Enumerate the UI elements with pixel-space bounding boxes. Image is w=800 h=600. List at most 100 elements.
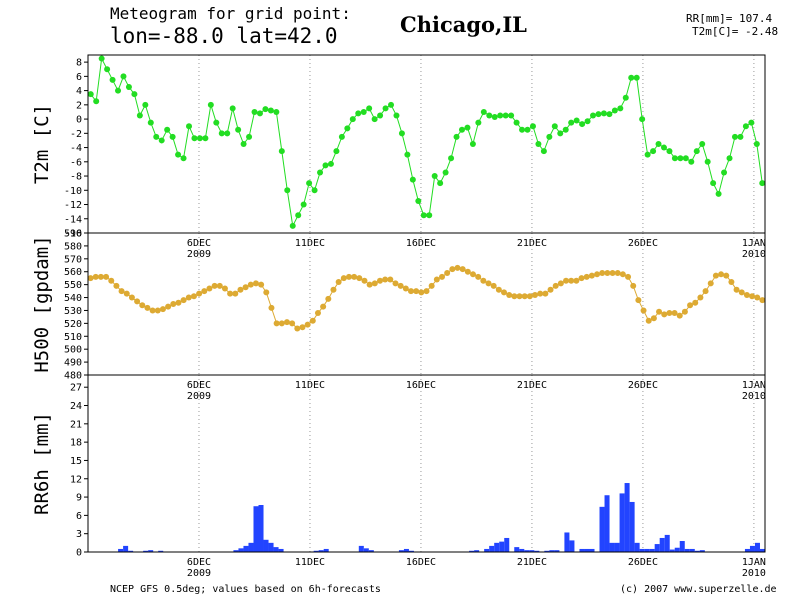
t2m-point [742,123,749,130]
t2m-point [256,110,263,117]
h500-y-tick-label: 540 [64,293,82,304]
rr6h-bar [599,506,605,552]
rr6h-bar [263,539,269,552]
h500-y-tick-label: 520 [64,319,82,330]
h500-point [547,286,554,293]
t2m-point [497,112,504,119]
t2m-point [584,118,591,125]
rr6h-bar [684,548,690,552]
rr6h-bar [519,548,525,552]
t2m-point [93,98,100,105]
t2m-point [125,84,132,91]
rr6h-y-tick-label: 0 [76,548,82,559]
rr6h-y-tick-label: 9 [76,493,82,504]
t2m-point [606,111,613,118]
footer-source: NCEP GFS 0.5deg; values based on 6h-fore… [110,584,381,595]
t2m-point [753,141,760,147]
rr6h-bar [233,550,239,552]
rr6h-bar [624,483,630,552]
t2m-y-tick-label: 4 [76,86,82,97]
rr6h-bar [589,548,595,552]
t2m-point [136,112,143,119]
t2m-point [273,108,280,115]
t2m-point [311,187,318,194]
rr6h-y-tick-label: 12 [70,474,82,485]
rr6h-bar [649,548,655,552]
rr6h-bar [699,550,705,552]
h500-point [283,319,290,326]
h500-point [252,280,259,287]
h500-point [459,266,466,273]
t2m-point [759,180,766,187]
rr6h-bar [243,545,249,552]
t2m-point [87,91,94,98]
t2m-x-tick-label: 21DEC [517,238,547,249]
t2m-point [213,119,220,126]
rr6h-bar [634,542,640,552]
rr6h-bar [363,548,369,552]
h500-point [475,273,482,280]
rr6h-bar [514,547,520,552]
h500-x-tick-label: 11DEC [295,380,325,391]
t2m-point [300,201,307,208]
h500-x-tick-sublabel: 2009 [187,391,211,402]
h500-point [304,321,311,328]
t2m-point [524,126,531,133]
h500-point [578,275,585,282]
h500-point [604,270,611,277]
h500-point [511,293,518,300]
h500-point [278,320,285,327]
t2m-point [284,187,291,194]
t2m-point [502,112,509,119]
h500-point [444,270,451,277]
t2m-point [196,135,203,142]
t2m-point [726,155,733,162]
rr6h-bar [629,501,635,552]
h500-point [211,282,218,289]
t2m-point [415,197,422,204]
h500-point [144,304,151,311]
h500-point [123,290,130,297]
t2m-point [306,180,313,187]
h500-point [170,301,177,307]
rr6h-y-tick-label: 18 [70,438,82,449]
h500-point [366,281,373,288]
h500-y-tick-label: 490 [64,358,82,369]
t2m-point [262,106,269,113]
t2m-point [535,141,542,147]
rr6h-bar [644,548,650,552]
rr6h-bar [554,550,560,552]
h500-point [361,277,368,284]
h500-point [340,275,347,282]
t2m-point [660,144,667,151]
h500-point [376,277,383,284]
rr6h-bar [403,548,409,552]
rr6h-bar [759,548,765,552]
h500-point [206,285,213,292]
h500-point [392,280,399,287]
t2m-point [142,101,149,108]
t2m-point [704,158,711,165]
h500-point [666,310,673,317]
h500-point [449,266,456,273]
t2m-y-tick-label: -12 [64,200,82,211]
h500-point [754,294,761,301]
rr6h-bar [604,495,610,552]
h500-point [371,280,378,287]
t2m-point [546,133,553,140]
h500-point [258,281,265,288]
t2m-y-tick-label: 2 [76,100,82,111]
t2m-point [393,112,400,119]
h500-y-tick-label: 510 [64,332,82,343]
h500-point [671,310,678,317]
t2m-point [611,107,618,114]
h500-point [439,273,446,280]
t2m-point [639,116,646,123]
h500-point [320,303,327,310]
t2m-point [246,133,253,140]
rr6h-bar [524,550,530,552]
rr6h-bar [564,532,570,552]
rr6h-bar [679,541,685,552]
h500-point [387,276,394,283]
h500-point [242,284,249,291]
